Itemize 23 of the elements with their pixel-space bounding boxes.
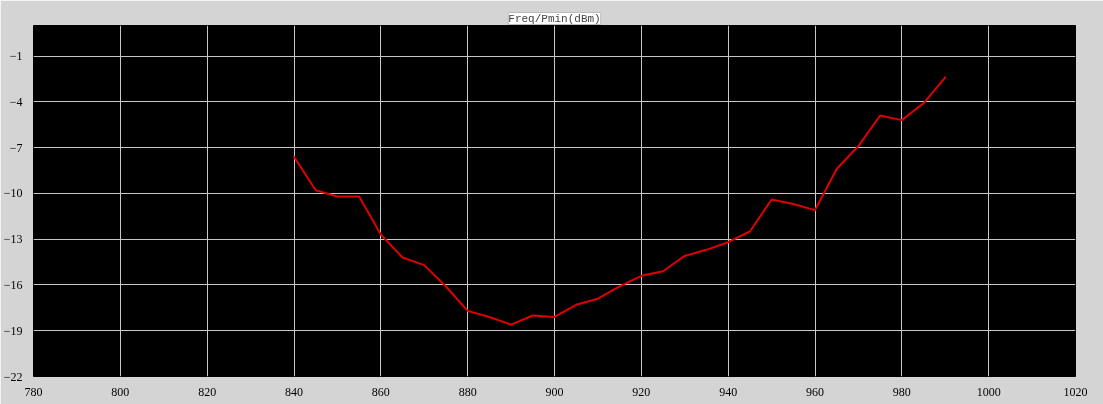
y-tick-label: −10 <box>3 186 23 201</box>
x-tick-label: 920 <box>632 384 651 399</box>
x-tick-label: 960 <box>806 384 824 399</box>
x-tick-label: 800 <box>111 384 130 399</box>
y-tick-label: −22 <box>3 369 23 384</box>
x-tick-label: 880 <box>458 384 477 399</box>
line-series <box>293 76 947 326</box>
x-tick-label: 900 <box>545 384 564 399</box>
x-tick-label: 840 <box>285 384 303 399</box>
y-tick-label: −13 <box>3 232 23 247</box>
x-tick-label: 1000 <box>976 384 1001 399</box>
x-tick-label: 820 <box>198 384 217 399</box>
y-tick-label: −7 <box>9 140 23 155</box>
x-tick-label: 780 <box>24 384 43 399</box>
y-tick-label: −16 <box>3 277 23 292</box>
chart-title: Freq/Pmin(dBm) <box>508 12 601 25</box>
x-tick-label: 980 <box>892 384 911 399</box>
x-tick-label: 940 <box>719 384 738 399</box>
y-tick-label: −1 <box>9 49 23 64</box>
x-tick-label: 860 <box>371 384 390 399</box>
x-tick-label: 1020 <box>1063 384 1088 399</box>
y-tick-label: −4 <box>9 94 23 109</box>
y-tick-label: −19 <box>3 323 23 338</box>
